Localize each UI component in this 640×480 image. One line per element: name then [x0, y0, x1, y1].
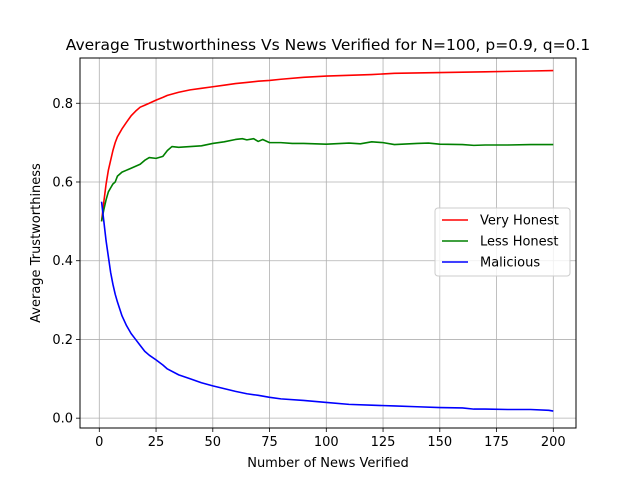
- legend-label-malicious: Malicious: [480, 256, 540, 271]
- legend: Very Honest Less Honest Malicious: [434, 207, 571, 277]
- y-tick-label: 0.8: [52, 97, 73, 112]
- x-tick-label: 100: [314, 435, 339, 450]
- y-axis-label: Average Trustworthiness: [29, 163, 44, 323]
- x-tick-label: 125: [371, 435, 396, 450]
- y-tick-label: 0.2: [52, 333, 73, 348]
- y-tick-label: 0.6: [52, 175, 73, 190]
- grid-lines: [80, 58, 576, 428]
- x-axis-label: Number of News Verified: [247, 456, 409, 471]
- y-tick-label: 0.4: [52, 254, 73, 269]
- x-tick-label: 150: [427, 435, 452, 450]
- x-tick-label: 0: [95, 435, 103, 450]
- axis-ticks: 0 25 50 75 100 125 150 175 200 0.0 0.2 0.4 0.6 0.8: [52, 97, 565, 450]
- chart-title: Average Trustworthiness Vs News Verified…: [66, 36, 590, 54]
- series-line-very-honest: [100, 69, 554, 222]
- series-lines: [100, 69, 554, 412]
- x-tick-label: 200: [541, 435, 566, 450]
- plot-frame: [79, 57, 577, 429]
- series-line-less-honest: [100, 137, 554, 222]
- y-tick-label: 0.0: [52, 412, 73, 427]
- legend-label-very-honest: Very Honest: [480, 214, 559, 229]
- x-tick-label: 25: [148, 435, 165, 450]
- series-line-malicious: [100, 201, 554, 412]
- legend-box: [434, 207, 571, 277]
- x-tick-label: 75: [261, 435, 278, 450]
- x-tick-label: 175: [484, 435, 509, 450]
- x-tick-label: 50: [205, 435, 222, 450]
- legend-label-less-honest: Less Honest: [480, 235, 559, 250]
